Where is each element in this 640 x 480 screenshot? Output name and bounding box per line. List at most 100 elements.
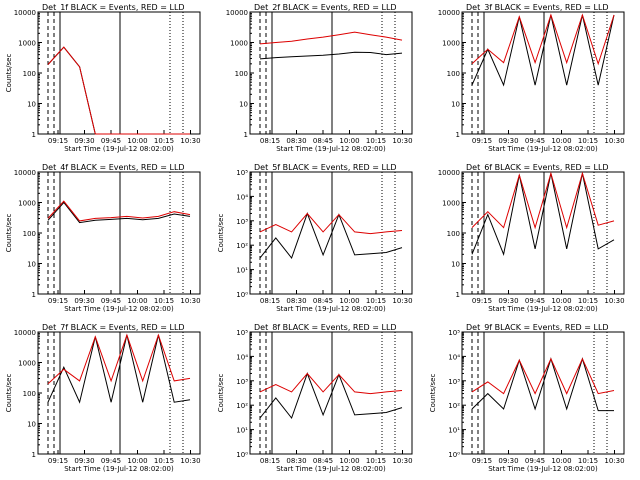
x-tick-label: 10:30 bbox=[180, 137, 200, 145]
x-tick-label: 10:30 bbox=[604, 137, 624, 145]
y-tick-label: 10¹ bbox=[236, 427, 248, 435]
y-tick-label: 10 bbox=[27, 421, 36, 429]
y-tick-label: 10 bbox=[451, 101, 460, 109]
panel-title: Det_3f BLACK = Events, RED = LLD bbox=[466, 3, 609, 12]
x-tick-label: 10:00 bbox=[127, 297, 147, 305]
plot-frame bbox=[461, 331, 625, 455]
x-tick-label: 09:15 bbox=[472, 457, 492, 465]
x-axis-label: Start Time (19-Jul-12 08:02:00) bbox=[276, 305, 386, 313]
panel-det-2: Det_2f BLACK = Events, RED = LLD 1 10 100 10… bbox=[226, 3, 413, 153]
series-line-events bbox=[47, 201, 191, 224]
y-tick-label: 1000 bbox=[18, 360, 36, 368]
plot-frame bbox=[461, 11, 625, 135]
y-axis-label: Counts/sec bbox=[5, 374, 13, 413]
panel-title: Det_8f BLACK = Events, RED = LLD bbox=[254, 323, 397, 332]
x-tick-label: 10:30 bbox=[180, 457, 200, 465]
panel-det-5: Det_5f BLACK = Events, RED = LLD 10⁰ 10¹ 10… bbox=[217, 163, 413, 313]
x-tick-label: 08:45 bbox=[313, 457, 333, 465]
y-tick-label: 10000 bbox=[438, 169, 460, 177]
x-tick-label: 09:30 bbox=[498, 457, 518, 465]
y-tick-label: 10000 bbox=[14, 169, 36, 177]
series-line-events bbox=[259, 372, 403, 420]
x-tick-label: 09:30 bbox=[74, 297, 94, 305]
plot-frame bbox=[37, 11, 201, 135]
panel-det-8: Det_8f BLACK = Events, RED = LLD 10⁰ 10¹ 10… bbox=[217, 323, 413, 473]
x-tick-label: 10:15 bbox=[578, 457, 598, 465]
x-tick-label: 09:45 bbox=[101, 297, 121, 305]
panel-det-1: Det_1f BLACK = Events, RED = LLD 1 10 100 10… bbox=[5, 3, 201, 153]
x-tick-label: 09:15 bbox=[472, 297, 492, 305]
x-tick-label: 10:00 bbox=[127, 137, 147, 145]
y-tick-label: 10² bbox=[236, 402, 248, 410]
y-tick-label: 10⁴ bbox=[236, 193, 248, 201]
plot-frame bbox=[37, 171, 201, 295]
y-tick-label: 10⁰ bbox=[236, 291, 248, 299]
series-line-lld bbox=[47, 333, 191, 385]
y-tick-label: 100 bbox=[23, 230, 36, 238]
x-axis-label: Start Time (19-Jul-12 08:02:00) bbox=[276, 145, 386, 153]
series-line-events bbox=[259, 212, 403, 260]
x-tick-label: 10:30 bbox=[604, 297, 624, 305]
x-tick-label: 09:45 bbox=[525, 457, 545, 465]
panel-det-9: Det_9f BLACK = Events, RED = LLD 10⁰ 10¹ 10… bbox=[429, 323, 625, 473]
panel-title: Det_5f BLACK = Events, RED = LLD bbox=[254, 163, 397, 172]
y-tick-label: 1 bbox=[456, 131, 460, 139]
x-tick-label: 09:15 bbox=[48, 457, 68, 465]
y-tick-label: 1000 bbox=[18, 40, 36, 48]
x-tick-label: 10:15 bbox=[366, 297, 386, 305]
series-line-lld bbox=[259, 212, 403, 235]
y-tick-label: 10⁵ bbox=[236, 169, 248, 177]
x-tick-label: 10:15 bbox=[366, 457, 386, 465]
series-line-lld bbox=[47, 46, 190, 135]
y-tick-label: 1 bbox=[456, 291, 460, 299]
x-tick-label: 09:30 bbox=[498, 297, 518, 305]
y-tick-label: 10⁰ bbox=[448, 451, 460, 459]
x-axis-label: Start Time (19-Jul-12 08:02:00) bbox=[64, 145, 174, 153]
y-tick-label: 10⁴ bbox=[448, 353, 460, 361]
series-line-lld bbox=[471, 13, 615, 66]
x-tick-label: 10:00 bbox=[551, 297, 571, 305]
x-tick-label: 09:15 bbox=[48, 137, 68, 145]
x-tick-label: 09:45 bbox=[101, 137, 121, 145]
panel-det-4: Det_4f BLACK = Events, RED = LLD 1 10 100 10… bbox=[5, 163, 201, 313]
x-tick-label: 08:30 bbox=[286, 297, 306, 305]
y-tick-label: 1 bbox=[32, 451, 36, 459]
y-tick-label: 10¹ bbox=[236, 267, 248, 275]
x-tick-label: 10:30 bbox=[392, 297, 412, 305]
x-tick-label: 08:30 bbox=[286, 457, 306, 465]
x-tick-label: 10:00 bbox=[339, 457, 359, 465]
x-tick-label: 10:00 bbox=[339, 137, 359, 145]
y-axis-label: Counts/sec bbox=[217, 374, 225, 413]
y-tick-label: 1 bbox=[32, 131, 36, 139]
y-tick-label: 1000 bbox=[230, 40, 248, 48]
panel-title: Det_1f BLACK = Events, RED = LLD bbox=[42, 3, 185, 12]
x-tick-label: 10:30 bbox=[392, 457, 412, 465]
series-line-events bbox=[471, 14, 615, 87]
series-line-lld bbox=[47, 200, 191, 222]
y-tick-label: 100 bbox=[447, 70, 460, 78]
x-tick-label: 08:45 bbox=[313, 137, 333, 145]
x-tick-label: 08:30 bbox=[286, 137, 306, 145]
x-tick-label: 09:45 bbox=[525, 297, 545, 305]
y-axis-label: Counts/sec bbox=[5, 54, 13, 93]
panel-title: Det_6f BLACK = Events, RED = LLD bbox=[466, 163, 609, 172]
x-tick-label: 10:30 bbox=[180, 297, 200, 305]
x-tick-label: 09:45 bbox=[101, 457, 121, 465]
series-line-lld bbox=[259, 372, 403, 395]
x-tick-label: 09:45 bbox=[525, 137, 545, 145]
x-tick-label: 08:15 bbox=[260, 297, 280, 305]
series-line-lld bbox=[471, 171, 615, 230]
x-tick-label: 10:30 bbox=[604, 457, 624, 465]
x-tick-label: 09:15 bbox=[48, 297, 68, 305]
series-line-events bbox=[47, 334, 191, 404]
x-tick-label: 10:15 bbox=[578, 137, 598, 145]
x-tick-label: 10:00 bbox=[127, 457, 147, 465]
y-tick-label: 1000 bbox=[442, 200, 460, 208]
x-tick-label: 10:15 bbox=[154, 297, 174, 305]
panel-det-6: Det_6f BLACK = Events, RED = LLD 1 10 100 10… bbox=[438, 163, 625, 313]
panel-title: Det_9f BLACK = Events, RED = LLD bbox=[466, 323, 609, 332]
x-tick-label: 08:15 bbox=[260, 457, 280, 465]
x-tick-label: 10:30 bbox=[392, 137, 412, 145]
x-axis-label: Start Time (19-Jul-12 08:02:00) bbox=[488, 465, 598, 473]
